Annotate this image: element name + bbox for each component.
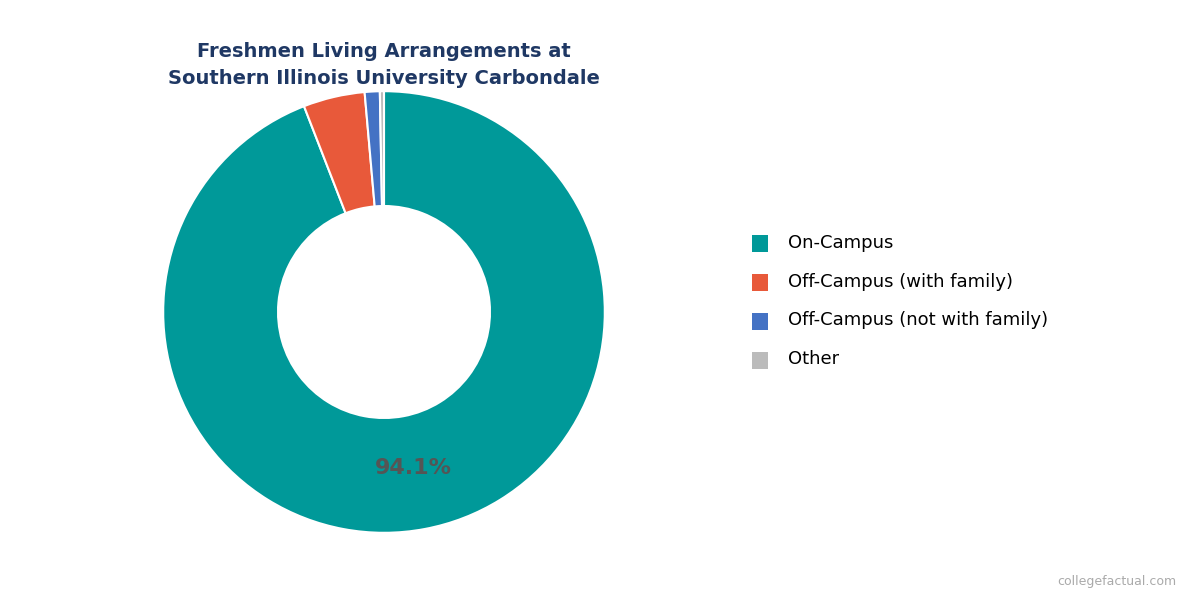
Wedge shape — [380, 91, 384, 206]
Legend: On-Campus, Off-Campus (with family), Off-Campus (not with family), Other: On-Campus, Off-Campus (with family), Off… — [752, 231, 1048, 369]
Wedge shape — [365, 91, 382, 206]
Wedge shape — [163, 91, 605, 533]
Text: Freshmen Living Arrangements at
Southern Illinois University Carbondale: Freshmen Living Arrangements at Southern… — [168, 42, 600, 88]
Text: 94.1%: 94.1% — [374, 458, 451, 478]
Wedge shape — [304, 92, 374, 213]
Text: collegefactual.com: collegefactual.com — [1057, 575, 1176, 588]
